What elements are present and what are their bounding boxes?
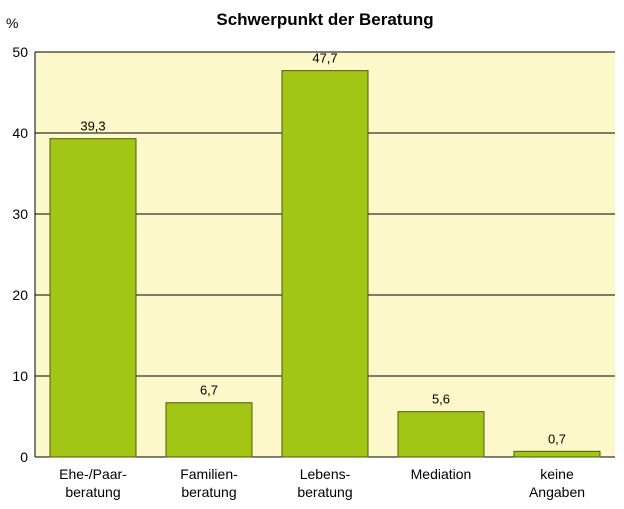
bar xyxy=(397,411,485,458)
x-tick-line: Familien- xyxy=(180,466,238,482)
x-tick-line: Lebens- xyxy=(300,466,351,482)
bar xyxy=(513,450,601,458)
y-tick-label: 30 xyxy=(12,206,28,222)
value-label: 0,7 xyxy=(548,431,566,446)
y-tick-label: 50 xyxy=(12,44,28,60)
x-tick-label: keine Angaben xyxy=(529,466,585,500)
x-tick-label: Familien-beratung xyxy=(180,466,238,500)
x-tick-line: keine xyxy=(540,466,574,482)
x-tick-line: Ehe-/Paar- xyxy=(59,466,127,482)
chart-title: Schwerpunkt der Beratung xyxy=(216,10,433,29)
value-label: 6,7 xyxy=(200,383,218,398)
y-axis-label: % xyxy=(6,15,18,31)
bar xyxy=(49,138,137,458)
x-tick-line: beratung xyxy=(297,484,352,500)
bar xyxy=(165,402,253,458)
x-tick-line: Angaben xyxy=(529,484,585,500)
value-label: 39,3 xyxy=(80,119,105,134)
y-tick-label: 10 xyxy=(12,368,28,384)
x-tick-label: Lebens-beratung xyxy=(297,466,352,500)
x-tick-label: Ehe-/Paar-beratung xyxy=(59,466,127,500)
y-tick-label: 40 xyxy=(12,125,28,141)
x-tick-line: Mediation xyxy=(411,466,472,482)
bar xyxy=(281,70,369,458)
value-label: 47,7 xyxy=(312,51,337,66)
x-tick-line: beratung xyxy=(65,484,120,500)
value-label: 5,6 xyxy=(432,392,450,407)
x-tick-label: Mediation xyxy=(411,466,472,482)
y-tick-label: 0 xyxy=(20,449,28,465)
x-tick-line: beratung xyxy=(181,484,236,500)
y-tick-label: 20 xyxy=(12,287,28,303)
